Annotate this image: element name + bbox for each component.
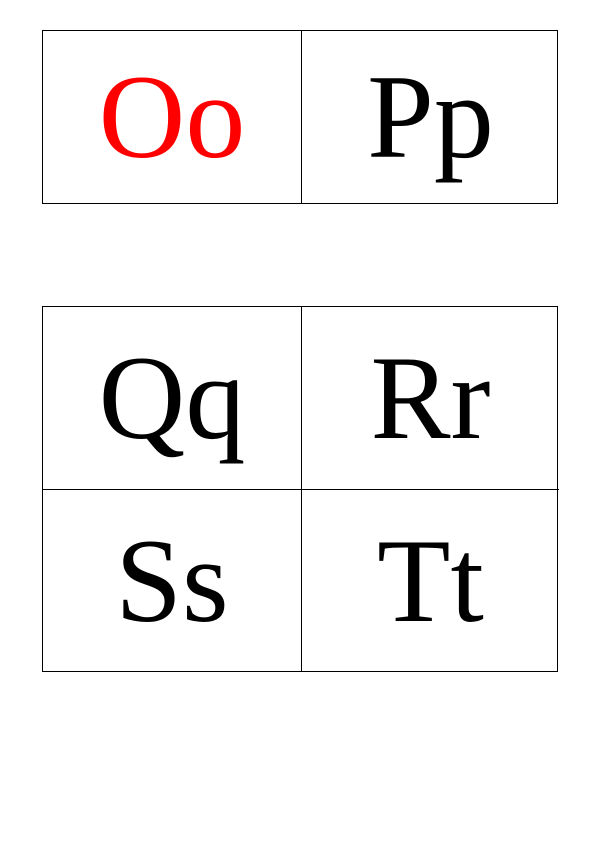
alphabet-cards-page: Oo Pp Qq Rr Ss Tt bbox=[0, 0, 595, 842]
cell-T: Tt bbox=[301, 489, 559, 671]
cell-R: Rr bbox=[301, 307, 559, 489]
cell-P: Pp bbox=[301, 31, 559, 203]
letter-text: Qq bbox=[99, 338, 246, 458]
letter-text: Rr bbox=[371, 338, 491, 458]
cell-O: Oo bbox=[43, 31, 301, 203]
letter-text: Ss bbox=[115, 521, 228, 641]
top-letter-table: Oo Pp bbox=[42, 30, 558, 204]
cell-S: Ss bbox=[43, 489, 301, 671]
letter-text: Oo bbox=[99, 57, 246, 177]
bottom-letter-table: Qq Rr Ss Tt bbox=[42, 306, 558, 672]
letter-text: Tt bbox=[377, 521, 484, 641]
letter-text: Pp bbox=[367, 57, 494, 177]
cell-Q: Qq bbox=[43, 307, 301, 489]
